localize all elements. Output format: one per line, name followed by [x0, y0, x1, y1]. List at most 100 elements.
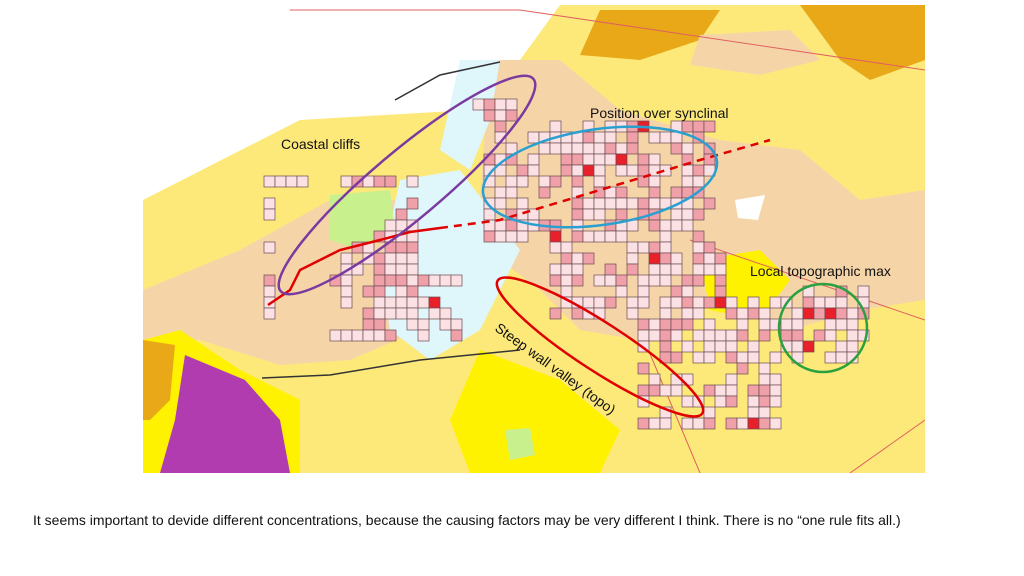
grid-cell [593, 153, 606, 166]
grid-cell [615, 274, 628, 287]
grid-cell [769, 417, 782, 430]
grid-cell [615, 164, 628, 177]
grid-cell [626, 241, 639, 254]
grid-cell [494, 164, 507, 177]
grid-cell [582, 142, 595, 155]
grid-cell [637, 384, 650, 397]
grid-cell [439, 274, 452, 287]
grid-cell [263, 285, 276, 298]
grid-cell [505, 98, 518, 111]
grid-cell [703, 296, 716, 309]
grid-cell [659, 274, 672, 287]
grid-cell [670, 285, 683, 298]
grid-cell [571, 153, 584, 166]
grid-cell [637, 318, 650, 331]
caption: It seems important to devide different c… [33, 512, 901, 528]
grid-cell [780, 318, 793, 331]
grid-cell [692, 175, 705, 188]
grid-cell [769, 296, 782, 309]
grid-cell [747, 307, 760, 320]
grid-cell [747, 351, 760, 364]
ellipse-valley [495, 276, 705, 418]
grid-cell [406, 175, 419, 188]
grid-cell [692, 351, 705, 364]
grid-cell [813, 329, 826, 342]
grid-cell [692, 230, 705, 243]
grid-cell [340, 329, 353, 342]
grid-cell [527, 164, 540, 177]
grid-cell [648, 373, 661, 386]
grid-cell [736, 417, 749, 430]
grid-cell [736, 351, 749, 364]
grid-cell [824, 296, 837, 309]
grid-cell [395, 263, 408, 276]
grid-cell [703, 241, 716, 254]
grid-cell [626, 307, 639, 320]
grid-cell [538, 175, 551, 188]
grid-cell [813, 307, 826, 320]
grid-cell [725, 384, 738, 397]
grid-cell [835, 351, 848, 364]
grid-cell [692, 296, 705, 309]
grid-cell [681, 208, 694, 221]
grid-cell [582, 208, 595, 221]
grid-cell [802, 296, 815, 309]
grid-cell [340, 296, 353, 309]
grid-cell [736, 307, 749, 320]
grid-cell [637, 285, 650, 298]
grid-cell [637, 329, 650, 342]
grid-cell [835, 318, 848, 331]
grid-cell [560, 241, 573, 254]
grid-cell [571, 219, 584, 232]
grid-cell [703, 417, 716, 430]
grid-cell [615, 153, 628, 166]
grid-cell [835, 296, 848, 309]
grid-cell [824, 318, 837, 331]
grid-cell [263, 175, 276, 188]
grid-cell [648, 131, 661, 144]
grid-cell [406, 318, 419, 331]
grid-cell [626, 296, 639, 309]
grid-cell [516, 175, 529, 188]
grid-cell [516, 230, 529, 243]
grid-cell [571, 252, 584, 265]
grid-cell [637, 362, 650, 375]
grid-cell [472, 98, 485, 111]
grid-cell [406, 307, 419, 320]
grid-cell [615, 230, 628, 243]
grid-cell [670, 318, 683, 331]
grid-cell [329, 329, 342, 342]
grid-cell [637, 164, 650, 177]
grid-cell [483, 230, 496, 243]
grid-cell [637, 197, 650, 210]
grid-cell [659, 329, 672, 342]
grid-cell [648, 329, 661, 342]
grid-cell [681, 219, 694, 232]
grid-cell [582, 252, 595, 265]
grid-cell [670, 384, 683, 397]
grid-cell [791, 318, 804, 331]
grid-cell [725, 340, 738, 353]
grid-cell [604, 263, 617, 276]
grid-cell [681, 417, 694, 430]
grid-cell [659, 164, 672, 177]
grid-cell [263, 307, 276, 320]
grid-cell [450, 274, 463, 287]
grid-cell [274, 175, 287, 188]
grid-cell [714, 384, 727, 397]
grid-cell [703, 384, 716, 397]
grid-cell [351, 329, 364, 342]
grid-cell [692, 208, 705, 221]
grid-cell [626, 263, 639, 276]
grid-cell [791, 329, 804, 342]
fault-line [267, 226, 441, 307]
grid-cell [736, 318, 749, 331]
grid-cell [527, 131, 540, 144]
grid-cell [395, 296, 408, 309]
grid-cell [340, 175, 353, 188]
grid-cell [725, 329, 738, 342]
grid-cell [494, 186, 507, 199]
grid-cell [384, 307, 397, 320]
grid-cell [714, 274, 727, 287]
